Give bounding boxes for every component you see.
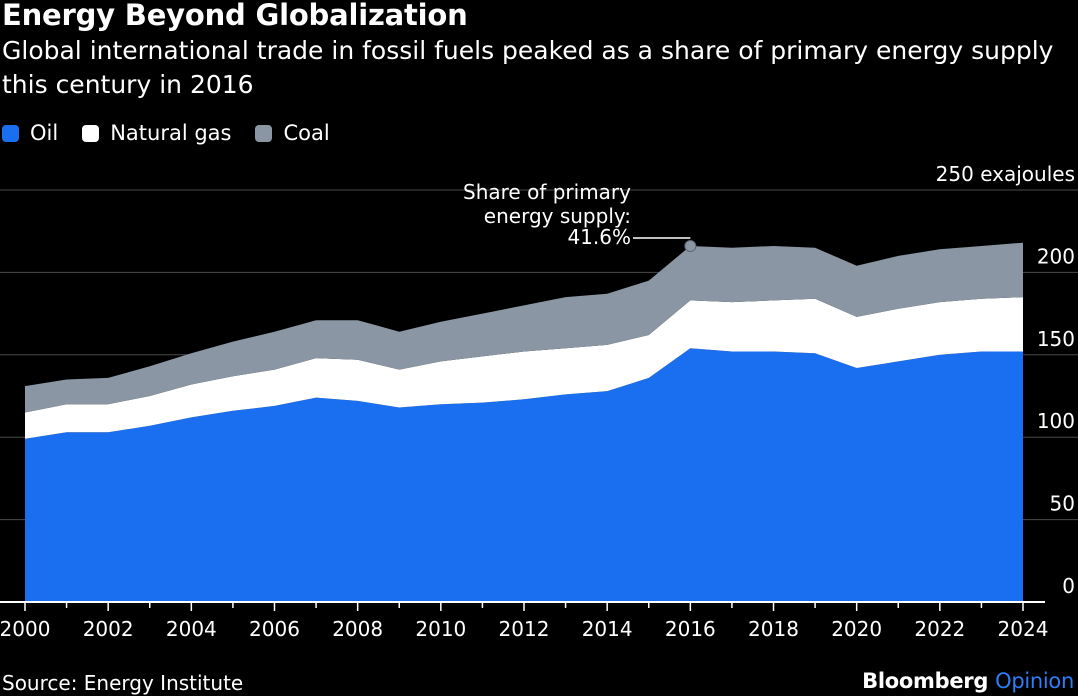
series-area-oil <box>25 348 1023 602</box>
series-area-coal <box>25 242 1023 413</box>
legend-label-natural-gas: Natural gas <box>110 121 232 145</box>
x-tick-label: 2016 <box>665 617 716 641</box>
x-tick-label: 2018 <box>748 617 799 641</box>
source-note: Source: Energy Institute <box>2 671 244 695</box>
series-area-natural-gas <box>25 297 1023 439</box>
x-tick-label: 2020 <box>831 617 882 641</box>
x-tick-label: 2006 <box>249 617 300 641</box>
y-tick-label: 0 <box>1062 574 1075 598</box>
x-tick-label: 2000 <box>0 617 50 641</box>
legend-swatch-natural-gas <box>82 124 100 142</box>
legend-swatch-coal <box>255 124 273 142</box>
x-tick-label: 2008 <box>332 617 383 641</box>
annotation-text: 41.6% <box>567 225 631 249</box>
y-axis-labels: 0 50 100 150 200 250 exajoules <box>936 162 1075 598</box>
x-tick-label: 2024 <box>998 617 1049 641</box>
legend-label-oil: Oil <box>30 121 59 145</box>
y-tick-label: 50 <box>1050 492 1075 516</box>
x-tick-label: 2010 <box>415 617 466 641</box>
x-tick-label: 2004 <box>166 617 217 641</box>
brand-main: Bloomberg <box>862 669 989 693</box>
x-tick-label: 2022 <box>914 617 965 641</box>
x-tick-label: 2012 <box>499 617 550 641</box>
y-tick-label: 200 <box>1037 244 1075 268</box>
area-series <box>25 242 1023 602</box>
annotation-text: energy supply: <box>484 204 631 228</box>
brand-sub: Opinion <box>995 669 1074 693</box>
chart-legend: Oil Natural gas Coal <box>2 118 354 148</box>
annotation-text: Share of primary <box>463 180 631 204</box>
x-axis: 2000 2002 2004 2006 2008 2010 2012 2014 2016 2018… <box>0 601 1049 641</box>
legend-item-oil: Oil <box>2 121 58 145</box>
x-tick-label: 2002 <box>83 617 134 641</box>
legend-swatch-oil <box>2 124 19 142</box>
x-tick-label: 2014 <box>582 617 633 641</box>
legend-item-coal: Coal <box>255 121 330 145</box>
y-tick-label: 250 exajoules <box>936 162 1075 186</box>
chart-title: Energy Beyond Globalization <box>2 0 468 32</box>
brand-logo: Bloomberg Opinion <box>862 669 1074 693</box>
annotation-marker <box>684 240 697 253</box>
y-tick-label: 150 <box>1037 327 1075 351</box>
legend-label-coal: Coal <box>283 121 330 145</box>
y-tick-label: 100 <box>1037 409 1075 433</box>
chart-subtitle: Global international trade in fossil fue… <box>2 36 1054 99</box>
legend-item-natural-gas: Natural gas <box>82 121 231 145</box>
